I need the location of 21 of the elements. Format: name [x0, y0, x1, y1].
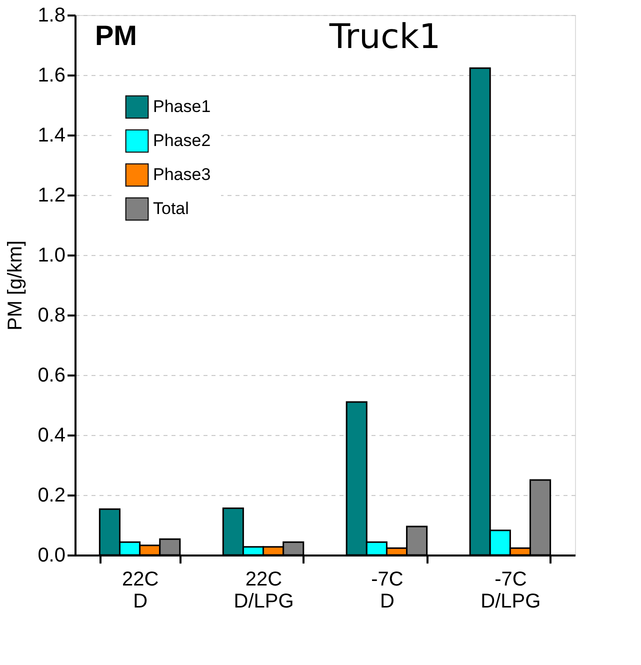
y-tick-label: 0.2 [38, 484, 66, 506]
y-tick-label: 0.8 [38, 304, 66, 326]
y-tick-label: 1.4 [38, 124, 66, 146]
legend-label: Total [153, 199, 189, 218]
x-tick-label: -7C D [371, 568, 404, 612]
y-tick-label: 1.8 [38, 4, 66, 26]
x-tick-label: 22C D/LPG [234, 568, 294, 612]
chart-title: Truck1 [328, 17, 441, 57]
annotation: PM [95, 20, 137, 51]
y-axis-title: PM [g/km] [4, 240, 27, 331]
y-tick-label: 0.6 [38, 364, 66, 386]
y-tick-label: 0.0 [38, 544, 66, 566]
x-tick-label: 22C D [122, 568, 159, 612]
x-tick-label: -7C D/LPG [480, 568, 541, 612]
y-tick-label: 1.6 [38, 64, 66, 86]
legend-label: Phase2 [153, 131, 211, 150]
y-tick-label: 0.4 [38, 424, 66, 446]
y-tick-label: 1.2 [38, 184, 66, 206]
legend-label: Phase3 [153, 165, 211, 184]
legend-label: Phase1 [153, 97, 211, 116]
y-tick-label: 1.0 [38, 244, 66, 266]
